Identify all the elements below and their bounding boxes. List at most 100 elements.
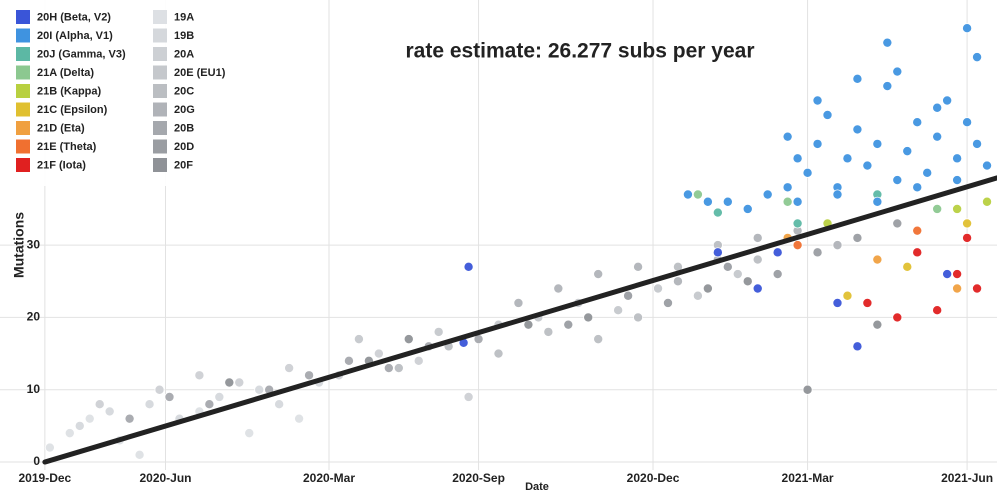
y-tick-label: 10: [27, 382, 41, 396]
legend-swatch: [153, 10, 167, 24]
point: [692, 189, 703, 200]
point: [902, 261, 913, 272]
y-axis-label: Mutations: [11, 212, 27, 278]
point: [702, 283, 713, 294]
point: [962, 218, 973, 229]
legend-swatch: [153, 102, 167, 117]
point: [224, 377, 235, 388]
point: [732, 269, 743, 280]
point: [912, 182, 923, 193]
point: [832, 297, 843, 308]
point: [962, 23, 973, 34]
legend-label: 19B: [174, 30, 194, 42]
legend-label: 20G: [174, 104, 195, 116]
point: [653, 283, 664, 294]
point: [343, 355, 354, 366]
legend-label: 20D: [174, 141, 194, 153]
point: [782, 131, 793, 142]
point: [822, 109, 833, 120]
point: [403, 334, 414, 345]
legend-label: 20B: [174, 122, 194, 134]
point: [972, 52, 983, 63]
legend-swatch: [153, 28, 167, 43]
point: [892, 218, 903, 229]
point: [932, 102, 943, 113]
legend-label: 21E (Theta): [37, 141, 97, 153]
point: [433, 326, 444, 337]
point: [393, 363, 404, 374]
x-tick-label: 2021-Jun: [941, 471, 993, 485]
points: [44, 23, 993, 460]
legend-swatch: [153, 84, 167, 98]
point: [523, 319, 534, 330]
point: [852, 232, 863, 243]
legend-label: 21F (Iota): [37, 159, 86, 171]
point: [144, 399, 155, 410]
point: [962, 232, 973, 243]
point: [543, 326, 554, 337]
point: [304, 370, 315, 381]
legend-swatch: [16, 84, 30, 98]
legend-label: 19A: [174, 11, 194, 23]
legend: 20H (Beta, V2) 20I (Alpha, V1) 20J (Gamma,…: [0, 0, 240, 186]
point: [254, 384, 265, 395]
point: [353, 334, 364, 345]
point: [882, 81, 893, 92]
point: [94, 399, 105, 410]
point: [852, 73, 863, 84]
point: [952, 283, 963, 294]
point: [902, 146, 913, 157]
point: [792, 218, 803, 229]
point: [982, 196, 993, 207]
point: [84, 413, 95, 424]
point: [762, 189, 773, 200]
point: [752, 254, 763, 265]
point: [972, 283, 983, 294]
point: [373, 348, 384, 359]
overlay: 0 10 20 30 2019-Dec 2020-Jun 2020-Mar 2020-Sep 2…: [19, 175, 997, 485]
point: [892, 66, 903, 77]
point: [872, 319, 883, 330]
point: [712, 247, 723, 258]
point: [982, 160, 993, 171]
point: [692, 290, 703, 301]
point: [164, 391, 175, 402]
point: [244, 428, 255, 439]
x-axis-label: Date: [525, 481, 549, 493]
point: [563, 319, 574, 330]
point: [44, 442, 55, 453]
point: [752, 232, 763, 243]
point: [912, 117, 923, 128]
point: [872, 138, 883, 149]
x-tick-label: 2020-Mar: [303, 471, 355, 485]
point: [912, 247, 923, 258]
point: [513, 297, 524, 308]
point: [772, 269, 783, 280]
point: [892, 175, 903, 186]
legend-label: 20E (EU1): [174, 67, 226, 79]
y-tick-label: 30: [27, 237, 41, 251]
point: [942, 95, 953, 106]
point: [932, 305, 943, 316]
legend-swatch: [16, 65, 30, 80]
legend-label: 20J (Gamma, V3): [37, 48, 126, 60]
legend-swatch: [153, 65, 167, 80]
point: [922, 167, 933, 178]
point: [134, 449, 145, 460]
point: [74, 420, 85, 431]
legend-swatch: [16, 102, 30, 117]
point: [613, 305, 624, 316]
point: [852, 124, 863, 135]
point: [702, 196, 713, 207]
point: [682, 189, 693, 200]
point: [892, 312, 903, 323]
legend-label: 20I (Alpha, V1): [37, 30, 113, 42]
point: [952, 175, 963, 186]
point: [842, 153, 853, 164]
legend-swatch: [16, 47, 30, 61]
point: [413, 355, 424, 366]
point: [842, 290, 853, 301]
point: [154, 384, 165, 395]
point: [952, 269, 963, 280]
legend-label: 20F: [174, 159, 193, 171]
